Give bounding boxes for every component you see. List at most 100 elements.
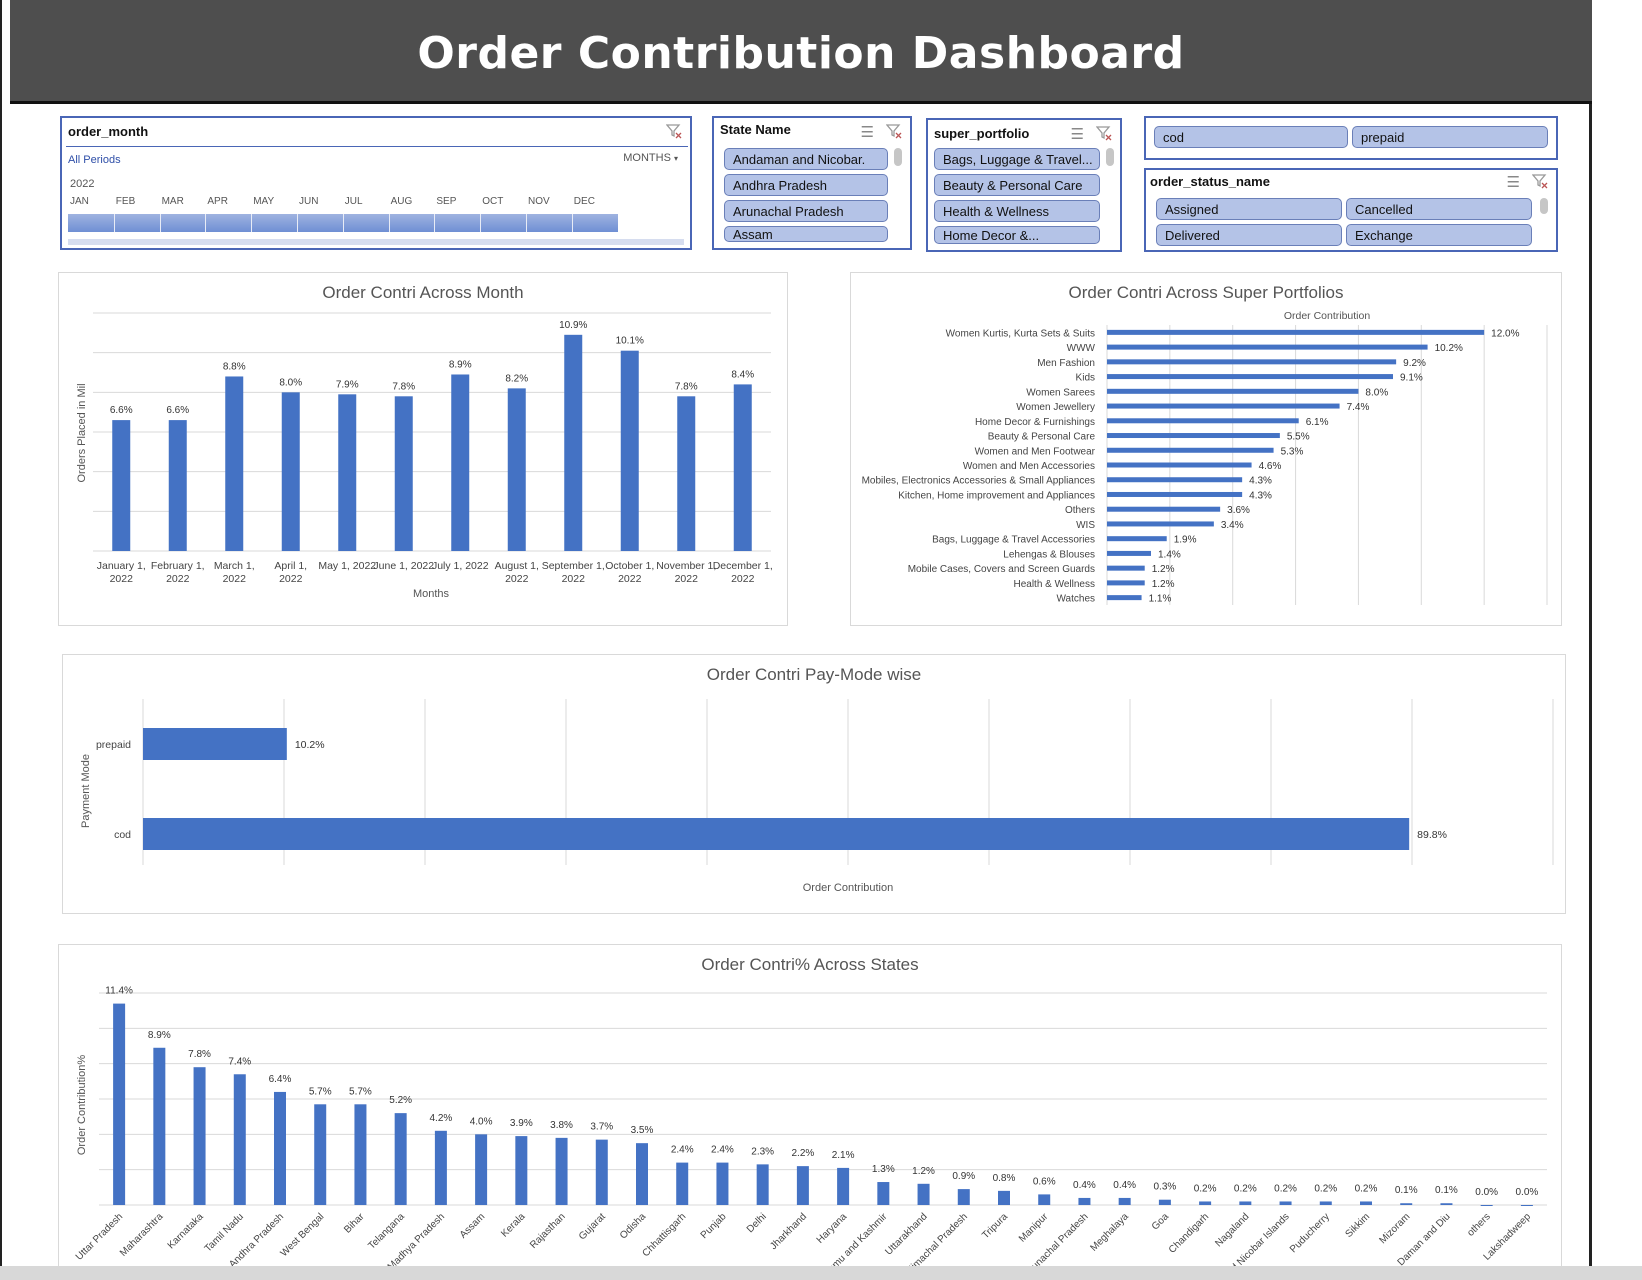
timeline-scrollbar[interactable] xyxy=(68,239,684,245)
order-status-slicer: order_status_name ☰ Assigned Cancelled D… xyxy=(1144,168,1558,252)
data-label: 5.7% xyxy=(349,1086,372,1097)
payment-item-cod[interactable]: cod xyxy=(1154,126,1348,148)
portfolio-item-beauty[interactable]: Beauty & Personal Care xyxy=(934,174,1100,196)
bar-6 xyxy=(314,1104,327,1205)
bar-7 xyxy=(354,1104,367,1205)
bar-5 xyxy=(1107,388,1359,394)
tick-label: Karnataka xyxy=(166,1211,206,1251)
bar-21 xyxy=(917,1183,930,1205)
portfolio-slicer-scrollbar[interactable] xyxy=(1106,148,1114,166)
data-label: 0.0% xyxy=(1475,1187,1498,1198)
bar-10 xyxy=(1107,462,1252,468)
tick-label: July 1, 2022 xyxy=(432,560,489,572)
tick-label: 2022 xyxy=(505,573,529,585)
timeline-month-sep[interactable]: SEP xyxy=(436,196,457,207)
tick-label: March 1, xyxy=(214,560,255,572)
timeline-month-apr[interactable]: APR xyxy=(207,196,228,207)
category-label: Women Jewellery xyxy=(1016,402,1095,413)
tick-label: Tamil Nadu xyxy=(203,1211,246,1254)
bar-2 xyxy=(168,420,187,551)
state-item-assam[interactable]: Assam xyxy=(724,226,888,242)
clear-filter-icon[interactable] xyxy=(1095,125,1112,144)
state-item-arunachal[interactable]: Arunachal Pradesh xyxy=(724,200,888,222)
data-label: 0.9% xyxy=(952,1171,975,1182)
timeline-month-aug[interactable]: AUG xyxy=(390,196,413,207)
status-item-assigned[interactable]: Assigned xyxy=(1156,198,1342,220)
data-label: 5.3% xyxy=(1281,446,1304,457)
portfolio-item-health[interactable]: Health & Wellness xyxy=(934,200,1100,222)
status-item-cancelled[interactable]: Cancelled xyxy=(1346,198,1532,220)
data-label: 7.8% xyxy=(675,381,698,392)
category-label: Home Decor & Furnishings xyxy=(975,417,1095,428)
status-item-exchange[interactable]: Exchange xyxy=(1346,224,1532,246)
timeline-month-may[interactable]: MAY xyxy=(253,196,275,207)
data-label: 8.9% xyxy=(449,359,472,370)
tick-label: December 1, xyxy=(713,560,773,572)
bar-29 xyxy=(1239,1201,1252,1205)
bar-7 xyxy=(451,374,470,551)
data-label: 1.2% xyxy=(912,1166,935,1177)
bar-8 xyxy=(1107,433,1280,439)
bar-2 xyxy=(153,1047,166,1205)
time-level-dropdown[interactable]: MONTHS ▾ xyxy=(623,152,678,164)
multi-select-icon[interactable]: ☰ xyxy=(1506,174,1520,191)
state-slicer-scrollbar[interactable] xyxy=(894,148,902,166)
category-label: Women and Men Footwear xyxy=(975,446,1096,457)
category-label: Mobiles, Electronics Accessories & Small… xyxy=(862,476,1095,487)
bar-11 xyxy=(677,396,696,551)
tick-label: January 1, xyxy=(97,560,146,572)
data-label: 4.3% xyxy=(1249,490,1272,501)
timeline-month-feb[interactable]: FEB xyxy=(115,196,136,207)
payment-item-prepaid[interactable]: prepaid xyxy=(1352,126,1548,148)
timeline-month-jul[interactable]: JUL xyxy=(344,196,363,207)
tick-label: 2022 xyxy=(675,573,699,585)
category-label: Lehengas & Blouses xyxy=(1003,549,1095,560)
horizontal-scrollbar[interactable] xyxy=(0,1266,1642,1280)
data-label: 2.4% xyxy=(711,1145,734,1156)
data-label: 0.4% xyxy=(1073,1180,1096,1191)
state-item-andaman[interactable]: Andaman and Nicobar. xyxy=(724,148,888,170)
category-label: Men Fashion xyxy=(1037,358,1095,369)
clear-filter-icon[interactable] xyxy=(1531,173,1548,192)
chevron-down-icon: ▾ xyxy=(673,154,678,163)
multi-select-icon[interactable]: ☰ xyxy=(860,124,874,141)
data-label: 6.1% xyxy=(1306,417,1329,428)
clear-filter-icon[interactable] xyxy=(885,123,902,142)
tick-label: Rajasthan xyxy=(528,1211,568,1251)
tick-label: 2022 xyxy=(166,573,190,585)
timeline-month-jun[interactable]: JUN xyxy=(299,196,319,207)
bar-6 xyxy=(394,396,413,551)
data-label: 7.4% xyxy=(1347,402,1370,413)
bar-5 xyxy=(274,1091,286,1205)
tick-label: Assam xyxy=(458,1211,487,1240)
portfolio-item-bags[interactable]: Bags, Luggage & Travel... xyxy=(934,148,1100,170)
data-label: 0.4% xyxy=(1113,1180,1136,1191)
all-periods-label[interactable]: All Periods xyxy=(68,154,121,166)
status-slicer-scrollbar[interactable] xyxy=(1540,198,1548,214)
tick-label: Jharkhand xyxy=(768,1211,809,1252)
data-label: 1.3% xyxy=(872,1164,895,1175)
portfolio-item-home-decor[interactable]: Home Decor &... xyxy=(934,226,1100,244)
category-label: Watches xyxy=(1056,594,1095,605)
timeline-month-nov[interactable]: NOV xyxy=(528,196,550,207)
state-item-andhra[interactable]: Andhra Pradesh xyxy=(724,174,888,196)
bar-19 xyxy=(837,1167,850,1205)
data-label: 0.2% xyxy=(1314,1183,1337,1194)
clear-filter-icon[interactable] xyxy=(665,123,682,142)
timeline-month-oct[interactable]: OCT xyxy=(482,196,504,207)
timeline-month-dec[interactable]: DEC xyxy=(573,196,595,207)
order-month-slicer[interactable]: order_month All Periods MONTHS ▾ 2022 JA… xyxy=(60,116,692,250)
status-item-delivered[interactable]: Delivered xyxy=(1156,224,1342,246)
bar-8 xyxy=(394,1113,407,1205)
timeline-month-jan[interactable]: JAN xyxy=(70,196,89,207)
bar-4 xyxy=(281,392,300,551)
category-label: Kitchen, Home improvement and Appliances xyxy=(898,490,1095,501)
category-label: WWW xyxy=(1067,343,1096,354)
data-label: 0.1% xyxy=(1435,1185,1458,1196)
data-label: 2.2% xyxy=(791,1148,814,1159)
data-label: 0.8% xyxy=(993,1173,1016,1184)
multi-select-icon[interactable]: ☰ xyxy=(1070,126,1084,143)
timeline-year: 2022 xyxy=(70,178,95,190)
timeline-month-mar[interactable]: MAR xyxy=(161,196,184,207)
bar-14 xyxy=(636,1143,648,1205)
